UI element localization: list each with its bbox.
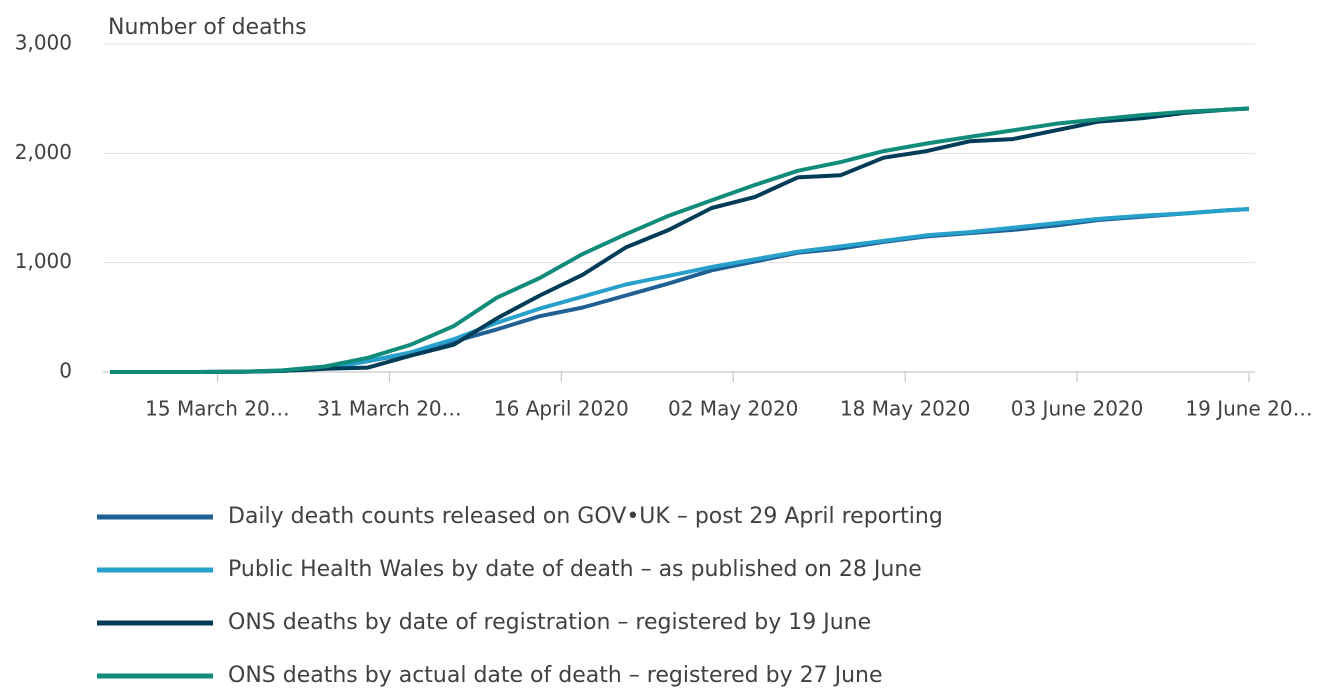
y-tick-label: 2,000 (15, 140, 72, 164)
legend-label: ONS deaths by actual date of death – reg… (228, 663, 883, 688)
y-tick-label: 3,000 (15, 31, 72, 55)
y-axis-label: Number of deaths (108, 15, 307, 40)
x-tick-label: 31 March 20… (317, 397, 462, 421)
legend-label: Daily death counts released on GOV•UK – … (228, 504, 943, 529)
series-line (110, 106, 1250, 374)
series-line (110, 207, 1250, 374)
series-line (110, 207, 1250, 374)
x-tick-label: 02 May 2020 (668, 397, 798, 421)
x-tick-label: 03 June 2020 (1011, 397, 1144, 421)
legend-label: Public Health Wales by date of death – a… (228, 557, 922, 582)
series-line (110, 106, 1250, 374)
x-tick-label: 18 May 2020 (840, 397, 970, 421)
x-tick-label: 19 June 20… (1185, 397, 1312, 421)
y-tick-label: 0 (59, 359, 72, 383)
x-tick-label: 15 March 20… (145, 397, 290, 421)
legend-label: ONS deaths by date of registration – reg… (228, 610, 871, 635)
x-tick-label: 16 April 2020 (494, 397, 629, 421)
y-tick-label: 1,000 (15, 249, 72, 273)
